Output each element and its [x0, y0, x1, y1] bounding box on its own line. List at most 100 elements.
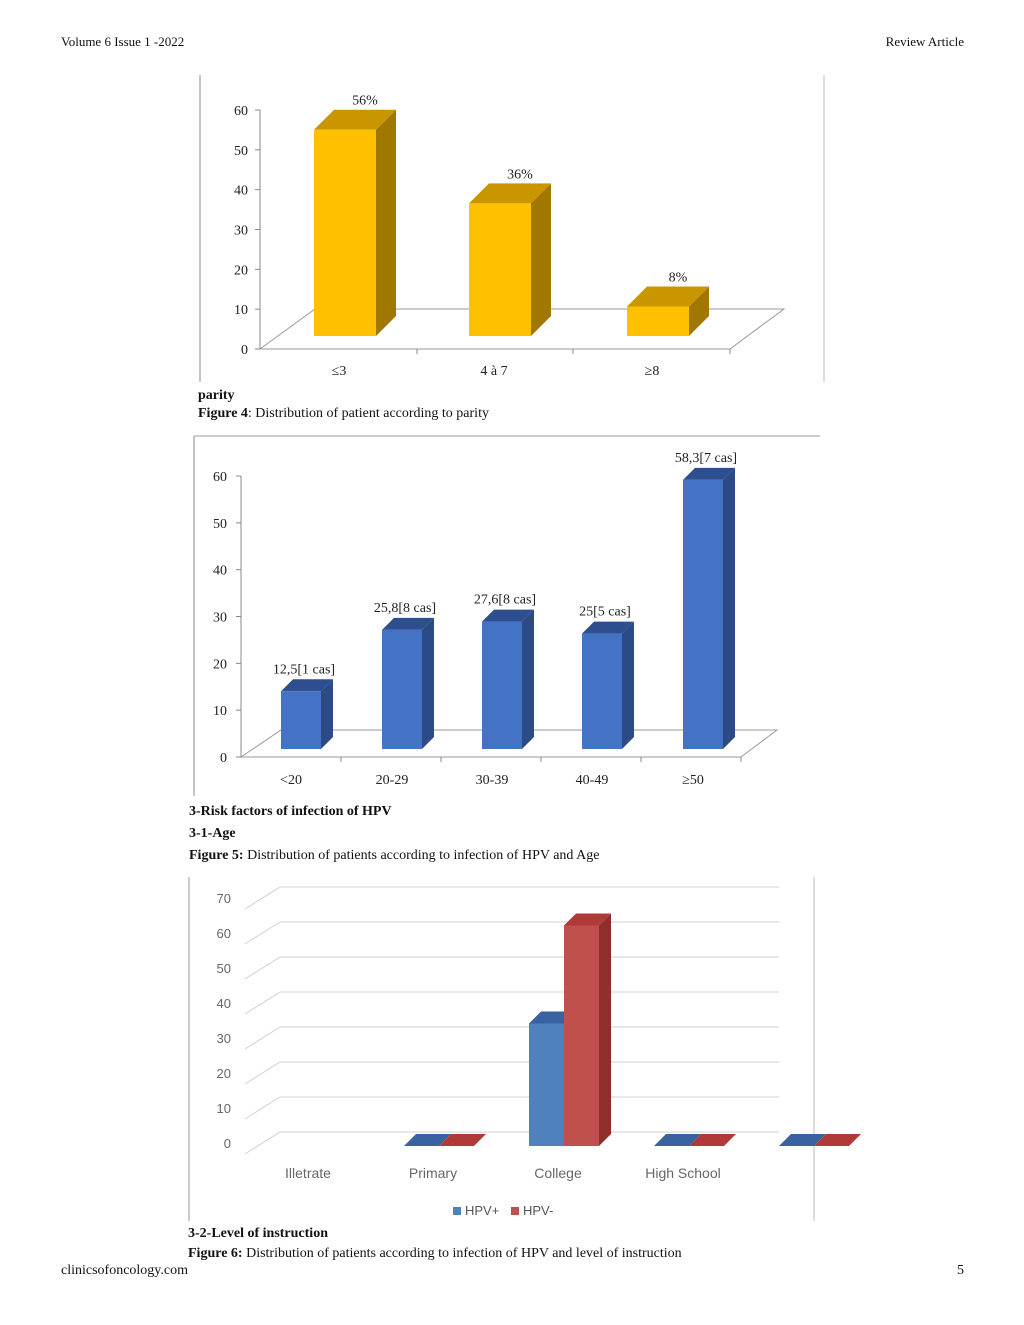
- legend-swatch-HPV+: [453, 1207, 461, 1215]
- data-label: 58,3[7 cas]: [675, 451, 737, 466]
- bar-1-top: [469, 183, 551, 204]
- bar-HPV--High School-top: [814, 1134, 861, 1146]
- x-tick-label: 40-49: [576, 773, 609, 788]
- bar-HPV--Primary-top: [564, 913, 611, 926]
- x-tick-label: Primary: [409, 1165, 457, 1181]
- bar-HPV--Primary-side: [599, 913, 611, 1146]
- header-volume: Volume 6 Issue 1 -2022: [61, 34, 185, 49]
- x-tick-label: 4 à 7: [480, 364, 507, 379]
- gridline-diag: [244, 1061, 281, 1085]
- gridline-diag: [244, 956, 281, 980]
- figure5-caption-label: Figure 5:: [189, 848, 244, 863]
- figure6-caption: Figure 6: Distribution of patients accor…: [188, 1245, 682, 1263]
- bar-HPV+-Primary: [529, 1023, 564, 1146]
- y-tick-label: 60: [213, 470, 227, 485]
- bar-0-side: [321, 679, 333, 749]
- figure4-caption-label: Figure 4: [198, 406, 248, 421]
- bar-0-side: [376, 109, 396, 336]
- y-tick-label: 40: [217, 996, 231, 1011]
- bar-0: [281, 691, 321, 749]
- y-tick-label: 30: [234, 224, 248, 239]
- data-label: 25,8[8 cas]: [374, 601, 436, 616]
- y-tick-label: 30: [217, 1031, 231, 1046]
- footer-website: clinicsofoncology.com: [61, 1263, 189, 1278]
- legend-swatch-HPV-: [511, 1207, 519, 1215]
- legend-label: HPV-: [523, 1203, 553, 1218]
- bar-4-side: [723, 467, 735, 749]
- subheading-age: 3-1-Age: [189, 826, 236, 841]
- gridline-diag: [244, 886, 281, 910]
- y-tick-label: 60: [217, 926, 231, 941]
- y-tick-label: 20: [217, 1066, 231, 1081]
- figure4-caption-text: : Distribution of patient according to p…: [247, 406, 489, 421]
- gridline-diag: [244, 1026, 281, 1050]
- bar-HPV+-College-top: [654, 1134, 701, 1146]
- bar-1: [469, 203, 531, 336]
- y-tick-label: 0: [241, 343, 248, 358]
- bar-1-top: [382, 617, 434, 630]
- x-tick-label: High School: [645, 1165, 721, 1181]
- subheading-level-of-instruction: 3-2-Level of instruction: [188, 1226, 328, 1241]
- y-tick-label: 20: [213, 657, 227, 672]
- data-label: 27,6[8 cas]: [474, 593, 536, 608]
- chart-legend: HPV+ HPV-: [453, 1203, 553, 1218]
- y-tick-label: 70: [217, 891, 231, 906]
- figure4-chart: 0 10 20 30 40 50 60 56% ≤3 36% 4 à 7 8% ≥8: [195, 70, 830, 385]
- data-label: 25[5 cas]: [579, 605, 631, 620]
- figure6-caption-text: Distribution of patients according to in…: [242, 1246, 682, 1261]
- bar-HPV--Illetrate-top: [439, 1134, 486, 1146]
- header-article-type: Review Article: [885, 34, 964, 49]
- bar-1-side: [531, 183, 551, 336]
- x-tick-label: <20: [280, 773, 302, 788]
- figure6-chart-svg: 0 10 20 30 40 50 60 70 Illetrate Primary College Hi…: [188, 877, 861, 1221]
- bar-2-side: [522, 609, 534, 749]
- bar-1: [382, 629, 422, 749]
- gridline-diag: [244, 991, 281, 1015]
- figure5-caption: Figure 5: Distribution of patients accor…: [189, 847, 599, 865]
- figure5-chart: 0 10 20 30 40 50 60 12,5[1 cas] <20 25,8[8 cas] 20…: [190, 430, 825, 800]
- y-tick-label: 40: [213, 564, 227, 579]
- figure4-caption: Figure 4: Distribution of patient accord…: [198, 405, 489, 423]
- y-tick-label: 40: [234, 184, 248, 199]
- x-tick-label: 30-39: [476, 773, 509, 788]
- figure4-chart-svg: 0 10 20 30 40 50 60 56% ≤3 36% 4 à 7 8% ≥8: [199, 75, 825, 382]
- x-tick-label: 20-29: [376, 773, 409, 788]
- data-label: 56%: [352, 94, 378, 109]
- bar-HPV+-Illetrate-top: [404, 1134, 451, 1146]
- bar-2: [482, 621, 522, 749]
- data-label: 36%: [507, 167, 533, 182]
- bar-3: [582, 633, 622, 749]
- bar-0-top: [281, 679, 333, 692]
- bar-4-top: [683, 467, 735, 480]
- bar-HPV--College-top: [689, 1134, 736, 1146]
- legend-label: HPV+: [465, 1203, 499, 1218]
- bar-2-top: [627, 286, 709, 307]
- y-tick-label: 0: [220, 751, 227, 766]
- gridline-diag: [244, 1131, 281, 1155]
- footer-page-number: 5: [957, 1263, 964, 1278]
- x-tick-label: ≤3: [332, 364, 347, 379]
- y-tick-label: 10: [213, 704, 227, 719]
- bar-1-side: [422, 617, 434, 749]
- figure6-caption-label: Figure 6:: [188, 1246, 243, 1261]
- bar-3-top: [582, 621, 634, 634]
- figure5-chart-svg: 0 10 20 30 40 50 60 12,5[1 cas] <20 25,8[8 cas] 20…: [193, 435, 820, 796]
- y-tick-label: 10: [217, 1101, 231, 1116]
- bar-0-top: [314, 109, 396, 130]
- bar-3-side: [622, 621, 634, 749]
- figure6-chart: 0 10 20 30 40 50 60 70 Illetrate Primary College Hi…: [185, 873, 861, 1223]
- data-label: 8%: [669, 271, 688, 286]
- bar-HPV+-High School-top: [779, 1134, 826, 1146]
- x-tick-label: ≥8: [645, 364, 660, 379]
- y-tick-label: 20: [234, 263, 248, 278]
- x-tick-label: College: [534, 1165, 582, 1181]
- bar-0: [314, 129, 376, 336]
- gridline-diag: [244, 1096, 281, 1120]
- y-tick-label: 60: [234, 104, 248, 119]
- bar-2: [627, 306, 689, 336]
- y-tick-label: 50: [234, 144, 248, 159]
- gridline-diag: [244, 921, 281, 945]
- y-tick-label: 10: [234, 303, 248, 318]
- section-heading: 3-Risk factors of infection of HPV: [189, 804, 392, 819]
- x-tick-label: Illetrate: [285, 1165, 331, 1181]
